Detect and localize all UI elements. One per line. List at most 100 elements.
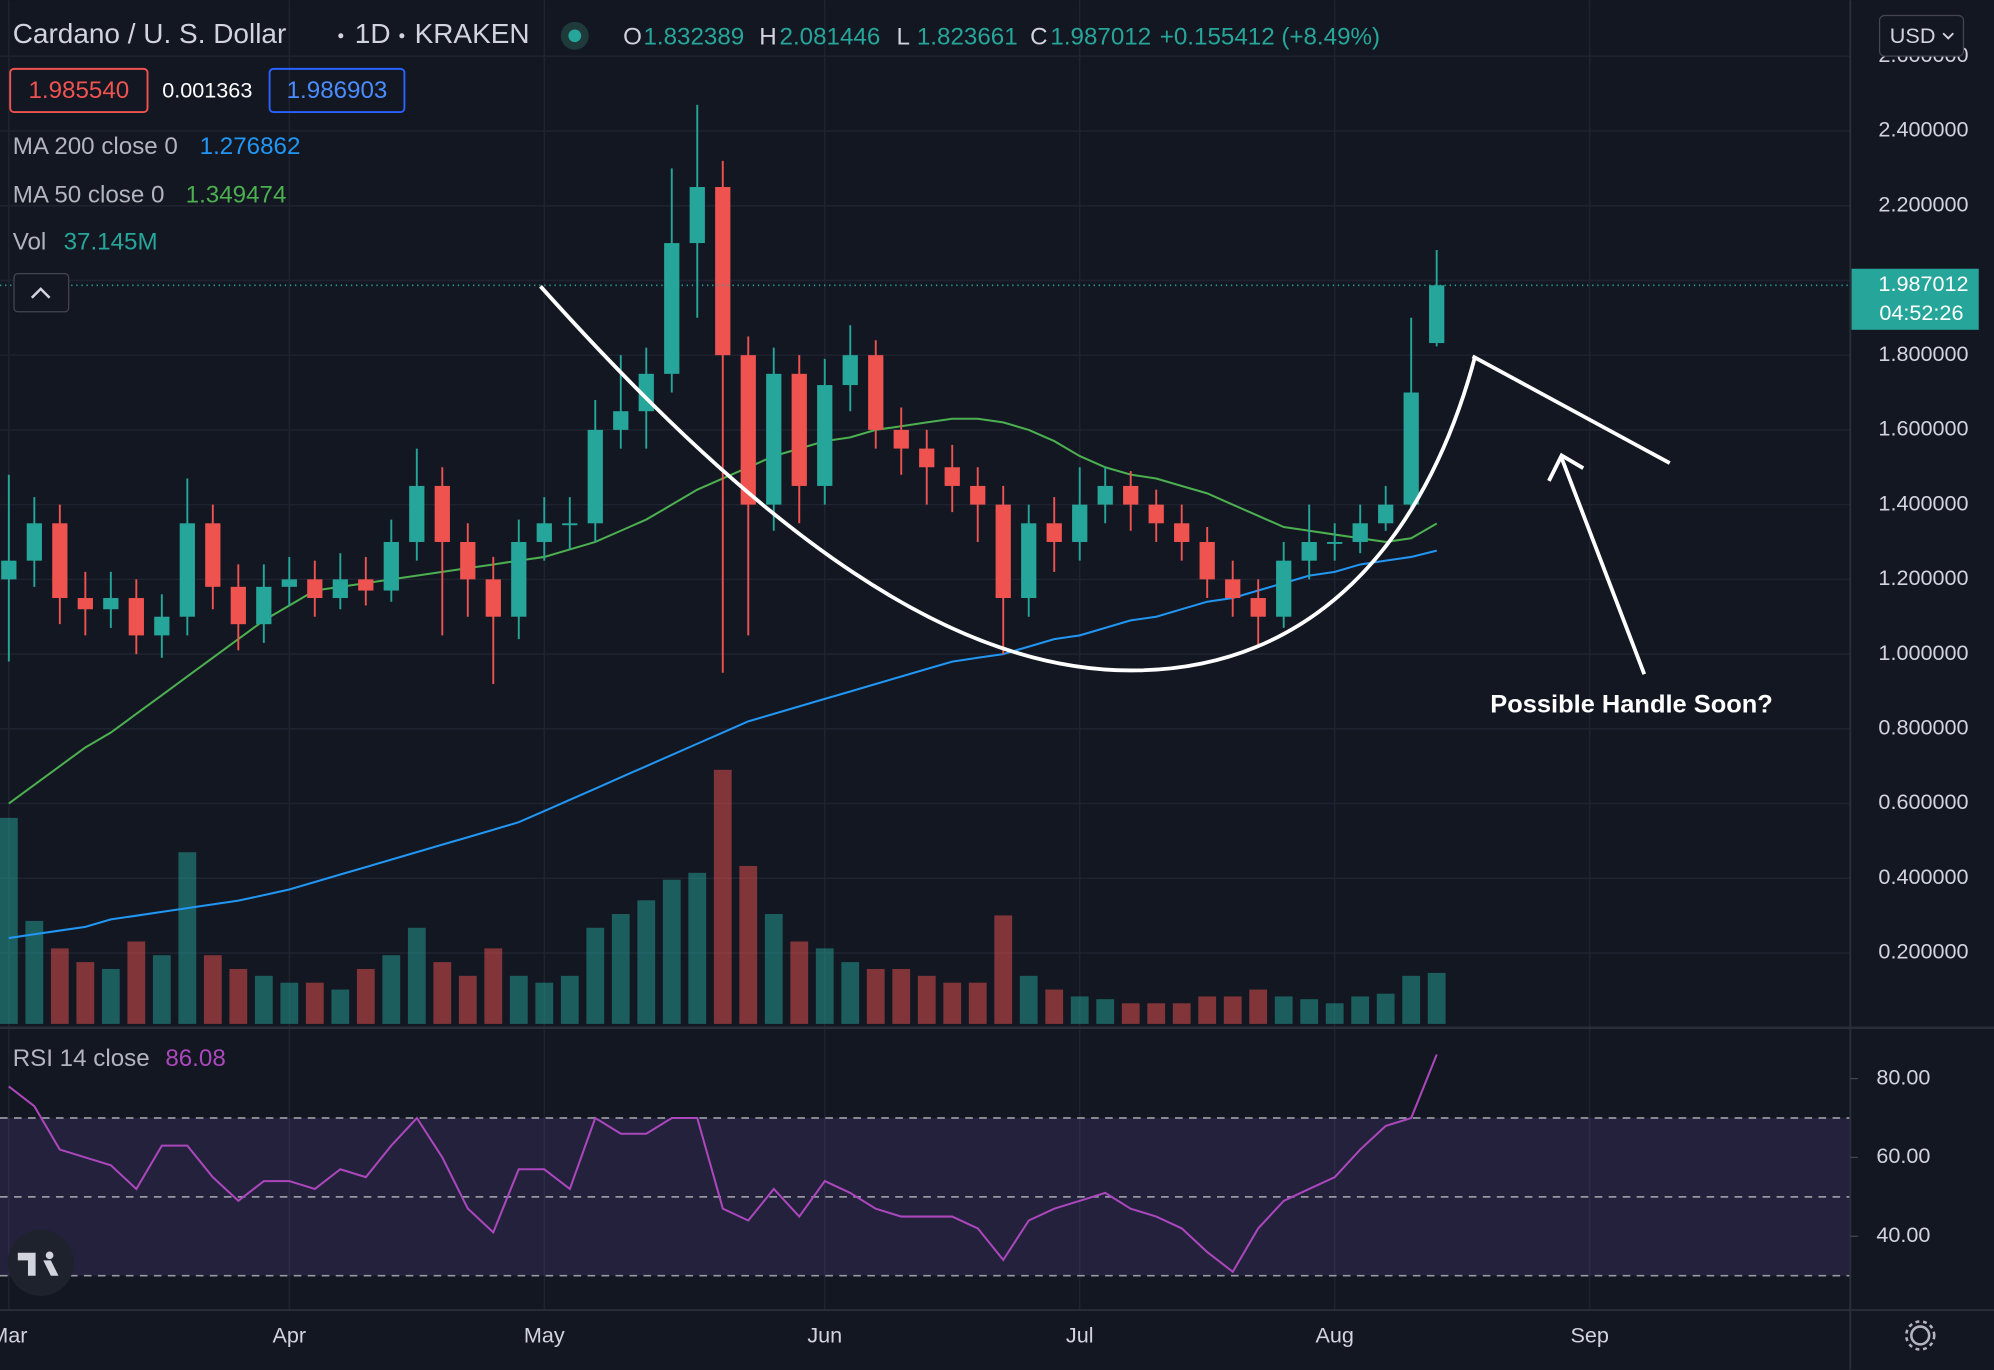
candle-body bbox=[715, 187, 731, 356]
legend-ma50: MA 50 close 0 bbox=[13, 181, 165, 208]
volume-bar bbox=[713, 769, 732, 1024]
candle-body bbox=[740, 355, 756, 505]
volume-bar bbox=[611, 914, 630, 1024]
volume-bar bbox=[484, 948, 503, 1024]
rsi-pane bbox=[0, 1117, 1851, 1277]
logo[interactable] bbox=[7, 1229, 74, 1297]
y-tick-label: 1.000000 bbox=[1878, 640, 1968, 665]
candle-body bbox=[1046, 523, 1062, 542]
volume-bar bbox=[178, 852, 197, 1024]
volume-bar bbox=[586, 927, 605, 1024]
legend-ma200-value: 1.276862 bbox=[200, 133, 301, 160]
ohlc: O 1.832389 H 2.081446 L 1.823661 C 1.987012 bbox=[623, 24, 1151, 51]
currency[interactable]: USD bbox=[1890, 23, 1936, 48]
candle-layer bbox=[1, 104, 1445, 684]
rsi-tick-label: 80.00 bbox=[1876, 1064, 1930, 1089]
exchange: KRAKEN bbox=[415, 18, 530, 49]
currency-caret bbox=[1942, 32, 1954, 40]
settings-icon[interactable] bbox=[1910, 1325, 1931, 1346]
separator bbox=[399, 33, 405, 39]
candle-body bbox=[1301, 541, 1317, 561]
candle-body bbox=[817, 385, 833, 486]
volume-bar bbox=[1300, 999, 1319, 1024]
y-tick-label: 0.600000 bbox=[1878, 789, 1968, 814]
y-tick-label: 1.800000 bbox=[1878, 341, 1968, 366]
candle-body bbox=[1123, 485, 1139, 505]
volume-bar bbox=[943, 982, 962, 1024]
volume-bar bbox=[305, 982, 324, 1024]
volume-layer bbox=[0, 769, 1446, 1024]
last-price-box bbox=[1851, 268, 1979, 330]
volume-bar bbox=[127, 941, 146, 1024]
y-tick-label: 1.400000 bbox=[1878, 490, 1968, 515]
rsi-legend: RSI 14 close bbox=[13, 1045, 150, 1072]
candle-body bbox=[1378, 504, 1394, 524]
volume-bar bbox=[790, 941, 809, 1024]
volume-bar bbox=[254, 975, 273, 1024]
volume-bar bbox=[203, 955, 222, 1024]
currency-button[interactable] bbox=[1878, 14, 1965, 57]
volume-bar bbox=[688, 872, 707, 1024]
volume-bar bbox=[1198, 996, 1217, 1024]
legend-vol-value: 37.145M bbox=[64, 228, 158, 255]
candle-body bbox=[485, 579, 501, 617]
candle-body bbox=[1327, 541, 1343, 544]
collapse-button[interactable] bbox=[13, 272, 70, 313]
candle-body bbox=[842, 355, 858, 386]
volume-bar bbox=[892, 968, 911, 1024]
candle-body bbox=[179, 523, 195, 617]
volume-bar bbox=[1147, 1003, 1166, 1024]
candle-body bbox=[230, 586, 246, 625]
volume-bar bbox=[1274, 996, 1293, 1024]
candle-body bbox=[1199, 541, 1215, 580]
candle-body bbox=[1021, 523, 1037, 599]
status-dot bbox=[568, 29, 582, 43]
candle-body bbox=[256, 586, 272, 625]
bid[interactable]: 1.985540 bbox=[28, 77, 129, 104]
ohlc-label: H bbox=[759, 24, 776, 51]
volume-bar bbox=[1402, 975, 1421, 1024]
volume-bar bbox=[76, 962, 95, 1024]
y-tick-label: 2.400000 bbox=[1878, 117, 1968, 142]
candle-body bbox=[332, 579, 348, 599]
volume-bar bbox=[458, 975, 477, 1024]
volume-bar bbox=[101, 968, 120, 1024]
candle-body bbox=[383, 541, 399, 591]
x-tick-label: Mar bbox=[0, 1322, 27, 1347]
handle-line bbox=[1471, 354, 1671, 465]
volume-bar bbox=[815, 948, 834, 1024]
candle-body bbox=[1072, 504, 1088, 542]
candle-body bbox=[919, 448, 935, 468]
candle-body bbox=[281, 579, 297, 587]
candle-body bbox=[944, 467, 960, 486]
volume-bar bbox=[637, 900, 656, 1024]
settings-icon-teeth bbox=[1904, 1320, 1936, 1351]
volume-bar bbox=[560, 975, 579, 1024]
ask-box[interactable] bbox=[268, 67, 406, 114]
symbol: Cardano / U. S. Dollar bbox=[13, 18, 287, 49]
candle-body bbox=[587, 429, 603, 524]
candle-body bbox=[689, 187, 705, 244]
bid-box[interactable] bbox=[9, 67, 149, 114]
volume-bar bbox=[25, 920, 44, 1024]
annotation: Possible Handle Soon? bbox=[1490, 691, 1773, 719]
x-tick-label: Aug bbox=[1315, 1322, 1353, 1347]
candle-body bbox=[970, 485, 986, 505]
volume-bar bbox=[382, 955, 401, 1024]
candle-body bbox=[1352, 523, 1368, 542]
volume-bar bbox=[662, 879, 681, 1024]
volume-bar bbox=[229, 968, 248, 1024]
countdown: 04:52:26 bbox=[1879, 300, 1963, 325]
interval: 1D bbox=[355, 18, 391, 49]
candle-body bbox=[205, 523, 221, 587]
volume-bar bbox=[1172, 1003, 1191, 1024]
volume-bar bbox=[50, 948, 69, 1024]
ask[interactable]: 1.986903 bbox=[287, 77, 388, 104]
volume-bar bbox=[968, 982, 987, 1024]
ohlc-value: 1.823661 bbox=[917, 24, 1018, 51]
ohlc-value: 1.832389 bbox=[643, 24, 744, 51]
x-tick-label: Jun bbox=[807, 1322, 842, 1347]
